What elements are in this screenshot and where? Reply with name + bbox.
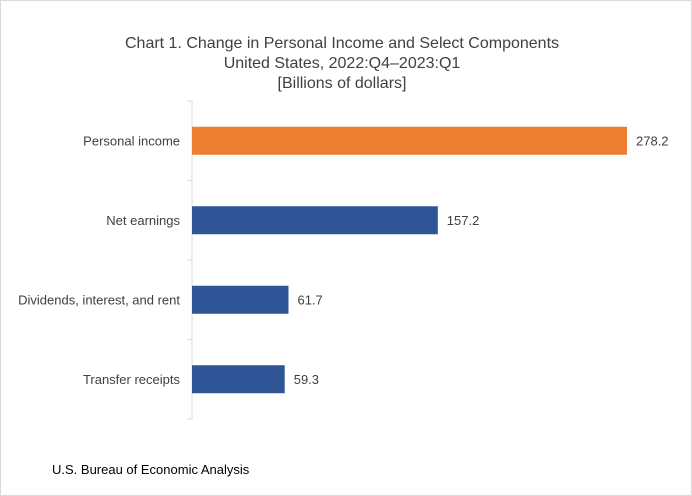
chart-title-block: Chart 1. Change in Personal Income and S…: [1, 34, 683, 94]
bar: [192, 365, 285, 394]
category-label: Transfer receipts: [83, 372, 181, 387]
bar: [192, 206, 438, 235]
bar: [192, 126, 627, 155]
data-label: 157.2: [447, 213, 480, 228]
category-label: Net earnings: [106, 213, 180, 228]
chart-units: [Billions of dollars]: [277, 75, 407, 92]
data-label: 61.7: [297, 292, 322, 307]
category-label: Personal income: [83, 133, 180, 148]
chart-title: Chart 1. Change in Personal Income and S…: [124, 35, 560, 52]
data-label: 59.3: [294, 372, 319, 387]
source-note: U.S. Bureau of Economic Analysis: [52, 462, 250, 477]
data-label: 278.2: [636, 133, 669, 148]
chart-subtitle: United States, 2022:Q4–2023:Q1: [223, 55, 461, 72]
bar: [192, 285, 289, 314]
category-label: Dividends, interest, and rent: [18, 292, 180, 307]
